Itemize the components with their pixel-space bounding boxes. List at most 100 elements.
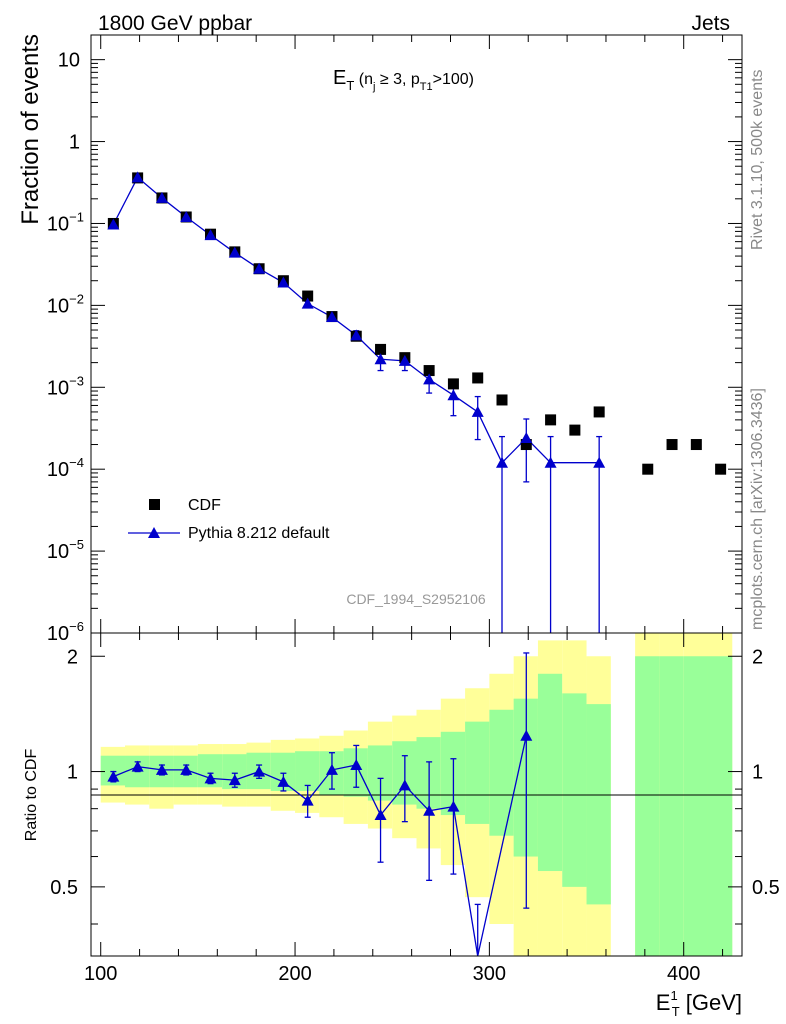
pythia-point (447, 389, 460, 401)
x-axis-label-main: E (656, 990, 671, 1015)
y-tick-label: 10−1 (47, 209, 84, 235)
ratio-y-axis-label: Ratio to CDF (23, 749, 40, 842)
side-label-top: Rivet 3.1.10, 500k events (749, 69, 766, 250)
ratio-tick-label-left: 2 (67, 646, 78, 668)
legend-label-pythia: Pythia 8.212 default (188, 525, 330, 542)
plot-title-mid: ≥ 3, p (375, 71, 419, 88)
cdf-point (447, 378, 459, 390)
legend-marker-pythia (148, 527, 160, 538)
cdf-point (569, 424, 581, 436)
pythia-point (593, 456, 606, 468)
y-tick-label: 10−4 (47, 455, 84, 481)
pythia-point (180, 210, 193, 222)
band-green (683, 656, 708, 956)
y-tick-label: 10−2 (47, 291, 84, 317)
plot-title: ET (nj ≥ 3, pT1>100) (333, 67, 474, 93)
pythia-point (228, 246, 241, 258)
cdf-point (423, 365, 435, 377)
legend: CDF Pythia 8.212 default (128, 497, 330, 542)
pythia-point (155, 191, 168, 203)
ratio-point (520, 729, 533, 741)
ratio-tick-label-right: 2 (752, 646, 763, 668)
ratio-point (131, 760, 144, 772)
band-green (295, 751, 320, 791)
ratio-point (155, 763, 168, 775)
band-green (707, 656, 733, 956)
x-axis-label-sub: T (672, 1004, 680, 1019)
pythia-point (325, 311, 338, 323)
analysis-watermark: CDF_1994_S2952106 (346, 591, 486, 607)
cdf-point (642, 463, 654, 475)
ratio-point (277, 775, 290, 787)
y-tick-label: 1 (69, 132, 80, 154)
ratio-series (107, 652, 533, 957)
cdf-point (666, 439, 678, 451)
plot-title-open: (n (354, 71, 373, 88)
x-tick-label: 200 (278, 963, 311, 985)
cdf-point (715, 463, 727, 475)
x-tick-label: 400 (667, 963, 700, 985)
pythia-point (496, 456, 509, 468)
ratio-tick-label-right: 1 (752, 762, 763, 784)
cdf-point (545, 414, 557, 426)
pythia-point (350, 329, 363, 341)
ratio-point (350, 759, 363, 771)
x-tick-label: 300 (473, 963, 506, 985)
pythia-point (471, 405, 484, 417)
cdf-point (593, 406, 605, 418)
y-tick-label: 10−3 (47, 373, 84, 399)
band-green (537, 673, 563, 872)
ratio-point (253, 765, 266, 777)
ratio-point (204, 772, 217, 784)
ratio-point (423, 804, 436, 816)
cdf-point (520, 439, 532, 451)
ratio-point (325, 763, 338, 775)
ratio-point (398, 779, 411, 791)
legend-marker-cdf (149, 499, 160, 510)
pythia-point (398, 354, 411, 366)
ratio-tick-label-left: 0.5 (50, 877, 78, 899)
side-label-bottom: mcplots.cern.ch [arXiv:1306.3436] (749, 388, 766, 630)
band-green (635, 656, 660, 956)
ratio-point (107, 770, 120, 782)
y-tick-label: 10−6 (47, 619, 84, 645)
ratio-point (301, 794, 314, 806)
pythia-point (107, 218, 120, 230)
x-axis-label: E1 T [GeV] (656, 988, 742, 1019)
y-axis-label: Fraction of events (17, 34, 44, 225)
pythia-point (544, 456, 557, 468)
ratio-point (180, 763, 193, 775)
plot-title-pt-sub: T1 (420, 81, 433, 93)
pythia-point (301, 297, 314, 309)
ratio-point (447, 800, 460, 812)
plot-title-main: E (333, 67, 346, 89)
ratio-plot-frame (90, 632, 743, 957)
x-tick-label: 100 (84, 963, 117, 985)
cdf-point (302, 290, 314, 302)
pythia-point (277, 276, 290, 288)
cdf-point (690, 439, 702, 451)
pythia-point (131, 171, 144, 183)
plot-title-nj-sub: j (372, 81, 375, 93)
legend-label-cdf: CDF (188, 497, 221, 514)
band-green (489, 709, 514, 836)
cdf-point (375, 343, 387, 355)
ratio-point (374, 809, 387, 821)
cdf-point (472, 372, 484, 384)
ratio-tick-label-left: 1 (67, 762, 78, 784)
band-green (586, 704, 611, 905)
header-right: Jets (691, 12, 730, 35)
plot-title-main-sub: T (346, 78, 354, 93)
band-green (659, 656, 684, 956)
ratio-tick-label-right: 0.5 (752, 877, 780, 899)
y-tick-label: 10 (58, 50, 80, 72)
band-green (465, 721, 490, 824)
pythia-point (204, 229, 217, 241)
pythia-point (423, 373, 436, 385)
cdf-point (496, 394, 508, 406)
band-green (562, 693, 587, 887)
pythia-point (520, 432, 533, 444)
header-left: 1800 GeV ppbar (98, 12, 252, 35)
x-axis-label-unit: [GeV] (680, 990, 742, 1015)
